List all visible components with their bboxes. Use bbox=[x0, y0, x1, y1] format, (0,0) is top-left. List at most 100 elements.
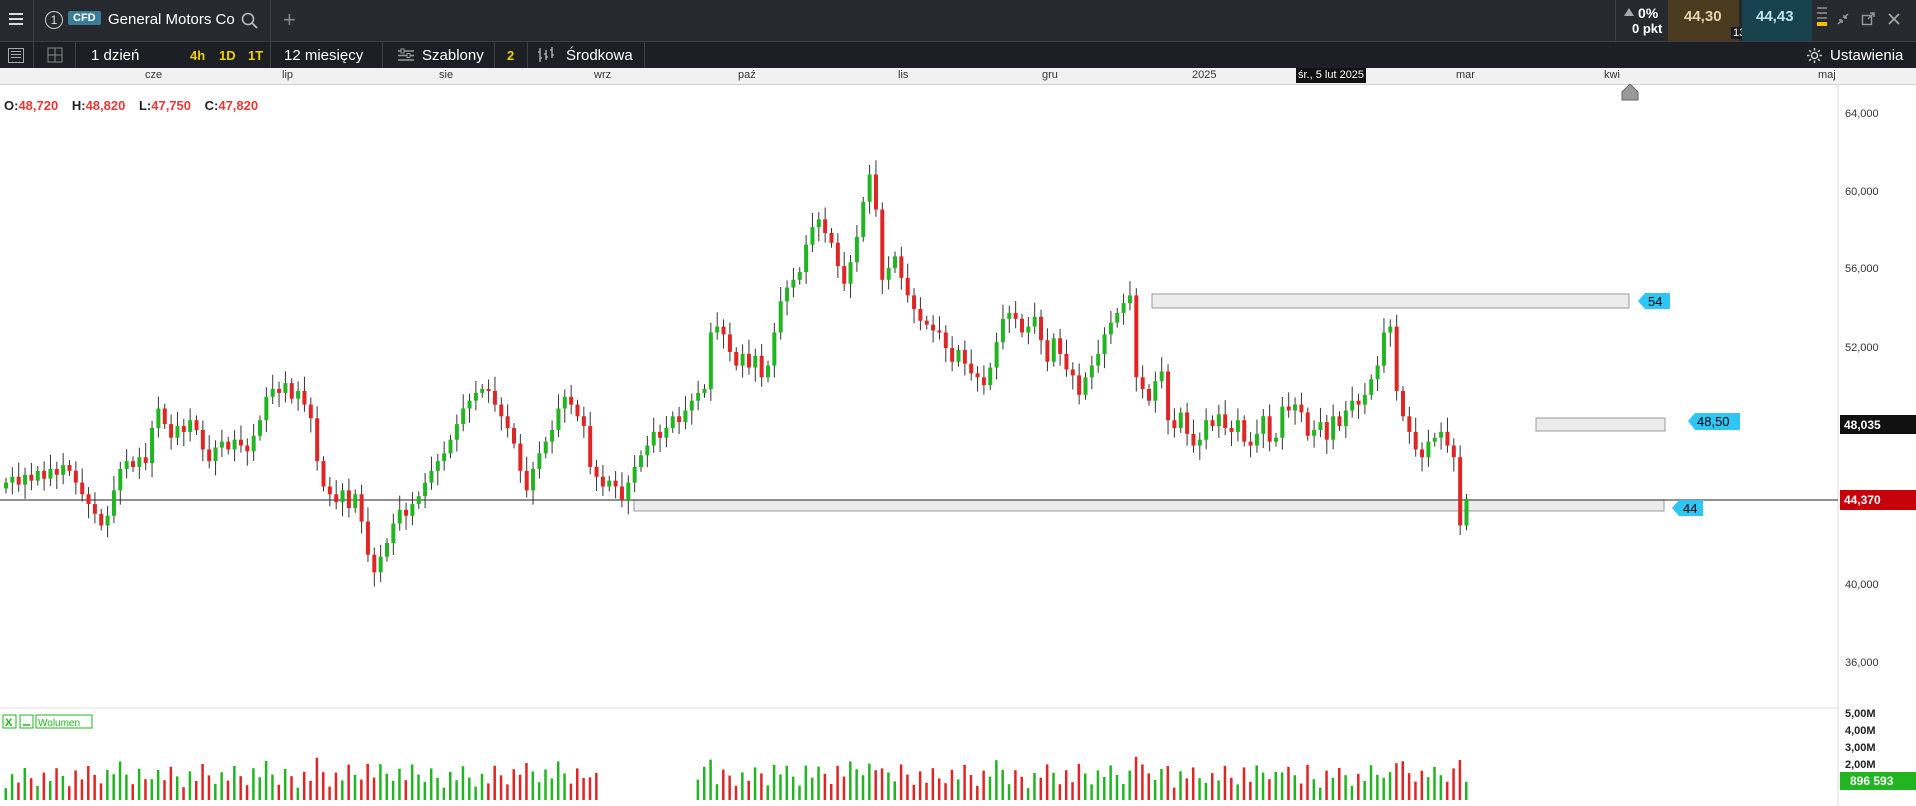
volume-bar bbox=[576, 768, 579, 800]
volume-toggle[interactable]: X Wolumen bbox=[2, 714, 93, 729]
volume-bar bbox=[442, 787, 446, 800]
level-box-44[interactable] bbox=[633, 499, 1665, 512]
volume-bar bbox=[1261, 772, 1265, 800]
candle-body bbox=[1401, 390, 1405, 417]
volume-bar bbox=[379, 764, 382, 800]
volume-bar bbox=[499, 775, 503, 800]
volume-bar bbox=[1465, 781, 1468, 800]
volume-bar bbox=[823, 773, 827, 800]
range-select[interactable]: 12 miesięcy bbox=[284, 47, 364, 64]
volume-bar bbox=[195, 781, 198, 800]
add-tab-icon[interactable]: + bbox=[283, 7, 296, 32]
buy-button[interactable]: 44,43 bbox=[1742, 0, 1812, 41]
candle-body bbox=[200, 429, 205, 450]
interval-1t[interactable]: 1T bbox=[248, 48, 264, 63]
candle-body bbox=[188, 420, 193, 432]
candle-body bbox=[429, 470, 434, 483]
volume-bar bbox=[1077, 764, 1081, 800]
chart-style-select[interactable]: Środkowa bbox=[566, 47, 633, 64]
candle-body bbox=[1159, 371, 1164, 382]
candle-body bbox=[962, 350, 967, 364]
scroll-handle-icon[interactable] bbox=[1621, 84, 1639, 101]
interval-select[interactable]: 1 dzień bbox=[91, 47, 140, 64]
volume-bar bbox=[1064, 770, 1068, 800]
level-tag-44[interactable]: 44 bbox=[1672, 500, 1703, 516]
volume-bar bbox=[74, 770, 77, 800]
candle-body bbox=[73, 470, 78, 483]
candle-body bbox=[588, 426, 593, 467]
volume-bar bbox=[150, 779, 154, 800]
candle-body bbox=[1426, 441, 1431, 458]
volume-bar bbox=[1071, 782, 1074, 800]
volume-bar bbox=[1452, 768, 1455, 800]
volume-bar bbox=[1090, 784, 1093, 800]
candle-body bbox=[670, 416, 675, 428]
menu-icon[interactable] bbox=[9, 13, 23, 25]
volume-bar bbox=[906, 774, 909, 800]
month-label: maj bbox=[1818, 69, 1836, 81]
sell-button[interactable]: 44,30 bbox=[1668, 0, 1739, 41]
volume-bar bbox=[1331, 777, 1335, 800]
volume-bar bbox=[1280, 772, 1284, 800]
volume-bar bbox=[341, 780, 344, 800]
price-chart[interactable]: 64,000 60,000 56,000 52,000 40,000 36,00… bbox=[0, 84, 1916, 806]
volume-bar bbox=[531, 771, 535, 800]
volume-axis: 5,00M 4,00M 3,00M 2,00M bbox=[1845, 708, 1876, 771]
volume-bar bbox=[315, 757, 319, 800]
level-box-54[interactable] bbox=[1151, 293, 1630, 309]
candle-body bbox=[1210, 420, 1215, 427]
candle-body bbox=[1039, 316, 1044, 341]
candle-body bbox=[245, 445, 250, 452]
volume-bar bbox=[1223, 765, 1227, 800]
chart-style-icon[interactable] bbox=[537, 46, 557, 69]
level-box-48-50[interactable] bbox=[1535, 417, 1666, 432]
templates-icon[interactable] bbox=[397, 48, 415, 68]
instrument-name[interactable]: General Motors Co bbox=[108, 11, 235, 28]
candle-body bbox=[835, 242, 840, 267]
list-icon[interactable] bbox=[8, 48, 24, 63]
interval-1d[interactable]: 1D bbox=[219, 48, 236, 63]
candle-body bbox=[924, 320, 929, 325]
collapse-icon[interactable] bbox=[1836, 12, 1850, 31]
indicator-count[interactable]: 2 bbox=[507, 48, 515, 63]
candle-body bbox=[448, 439, 453, 454]
volume-bar bbox=[703, 766, 706, 800]
candle-body bbox=[639, 455, 643, 467]
volume-bar bbox=[1211, 773, 1214, 800]
candle-body bbox=[283, 383, 288, 393]
candle-body bbox=[1369, 379, 1374, 395]
candle-body bbox=[258, 420, 262, 436]
settings-button[interactable]: Ustawienia bbox=[1830, 47, 1904, 64]
candle-body bbox=[880, 209, 885, 280]
volume-bar bbox=[931, 768, 935, 800]
candle-body bbox=[708, 332, 713, 389]
svg-text:X: X bbox=[5, 717, 13, 729]
candle-body bbox=[486, 389, 491, 391]
candle-body bbox=[1394, 326, 1399, 391]
volume-bar bbox=[1268, 779, 1271, 800]
volume-bar bbox=[10, 774, 14, 800]
volume-bar bbox=[429, 768, 433, 800]
templates-button[interactable]: Szablony bbox=[422, 47, 484, 64]
popout-icon[interactable] bbox=[1861, 12, 1875, 31]
layout-icon[interactable] bbox=[47, 47, 63, 68]
level-tag-54[interactable]: 54 bbox=[1638, 293, 1670, 309]
search-icon[interactable] bbox=[241, 12, 259, 35]
candle-body bbox=[321, 461, 326, 487]
candle-body bbox=[213, 447, 218, 462]
cursor-price-label: 48,035 bbox=[1844, 418, 1881, 432]
candle-body bbox=[1261, 416, 1266, 434]
volume-bar bbox=[1007, 784, 1011, 800]
volume-bar bbox=[791, 776, 795, 800]
volume-bar bbox=[550, 778, 554, 800]
candle-body bbox=[137, 457, 142, 467]
candle-body bbox=[1439, 431, 1444, 438]
volume-bar bbox=[874, 770, 877, 800]
volume-tick-label: 3,00M bbox=[1845, 742, 1876, 754]
volume-bar bbox=[175, 776, 179, 800]
volume-bar bbox=[944, 783, 947, 800]
gear-icon[interactable] bbox=[1806, 47, 1823, 69]
level-tag-48-50[interactable]: 48,50 bbox=[1688, 413, 1740, 430]
close-icon[interactable] bbox=[1887, 12, 1901, 31]
interval-4h[interactable]: 4h bbox=[190, 48, 206, 63]
